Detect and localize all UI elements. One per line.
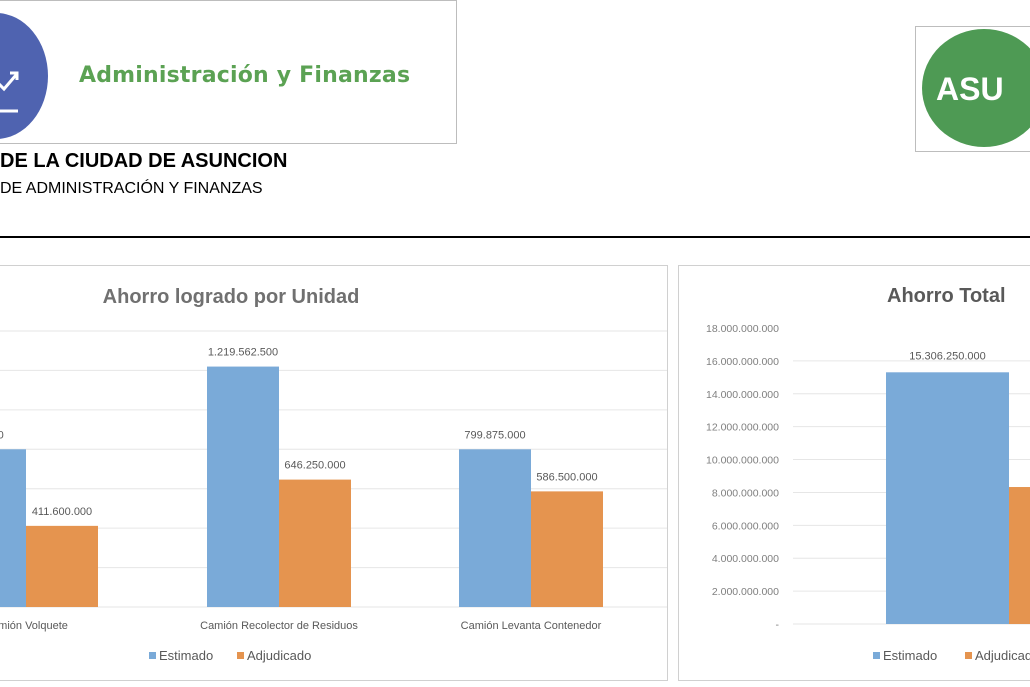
bar-estimado (459, 449, 531, 607)
bar-estimado (886, 372, 1009, 624)
bar-adjudicado (1009, 487, 1030, 624)
asu-logo-text: ASU (936, 71, 1004, 107)
data-label: 1.219.562.500 (208, 347, 278, 359)
bar-adjudicado (531, 491, 603, 607)
bar-adjudicado (279, 479, 351, 607)
data-label: 0.000 (0, 429, 4, 441)
data-label: 15.306.250.000 (909, 350, 985, 362)
y-tick-label: 10.000.000.000 (706, 455, 779, 467)
data-label: 411.600.000 (32, 506, 92, 518)
y-tick-label: 2.000.000.000 (712, 586, 779, 598)
legend-swatch (237, 652, 244, 659)
logo-text: Administración y Finanzas (79, 63, 411, 88)
data-label: 646.250.000 (284, 460, 345, 472)
legend-label: Adjudicado (975, 648, 1030, 663)
y-tick-label: 18.000.000.000 (706, 323, 779, 335)
chart-ahorro-por-unidad: Ahorro logrado por Unidad 0.000 411.600.00… (0, 265, 668, 681)
category-label: Camión Levanta Contenedor (461, 620, 602, 632)
admin-finanzas-logo: Administración y Finanzas (0, 0, 457, 144)
data-label: 586.500.000 (536, 471, 597, 483)
asu-circle (922, 29, 1030, 147)
legend-swatch (873, 652, 880, 659)
legend-label: Estimado (159, 648, 213, 663)
logo-chart-icon (0, 13, 48, 139)
bar-estimado (207, 366, 279, 607)
y-tick-label: - (776, 619, 780, 631)
data-label: 799.875.000 (464, 429, 525, 441)
document-title: DE LA CIUDAD DE ASUNCION (0, 150, 288, 172)
document-subtitle: DE ADMINISTRACIÓN Y FINANZAS (0, 180, 263, 197)
bar-estimado (0, 449, 26, 607)
chart-1-svg: Ahorro logrado por Unidad 0.000 411.600.00… (0, 286, 667, 663)
asu-logo: ASU (915, 26, 1030, 152)
bar-adjudicado (26, 525, 98, 607)
chart-ahorro-total: Ahorro Total - 2.000.000.000 4.000.000.000 6… (678, 265, 1030, 681)
y-tick-label: 8.000.000.000 (712, 487, 779, 499)
chart-title: Ahorro logrado por Unidad (103, 286, 360, 308)
legend-label: Estimado (883, 648, 937, 663)
chart-2-svg: Ahorro Total - 2.000.000.000 4.000.000.000 6… (706, 285, 1030, 663)
y-tick-label: 6.000.000.000 (712, 520, 779, 532)
legend-swatch (149, 652, 156, 659)
legend-swatch (965, 652, 972, 659)
legend-label: Adjudicado (247, 648, 311, 663)
y-tick-label: 4.000.000.000 (712, 553, 779, 565)
category-label: Camión Recolector de Residuos (200, 620, 358, 632)
y-tick-label: 16.000.000.000 (706, 356, 779, 368)
y-tick-label: 12.000.000.000 (706, 422, 779, 434)
chart-title: Ahorro Total (887, 285, 1006, 307)
category-label: Camión Volquete (0, 620, 68, 632)
divider (0, 236, 1030, 238)
y-tick-label: 14.000.000.000 (706, 389, 779, 401)
